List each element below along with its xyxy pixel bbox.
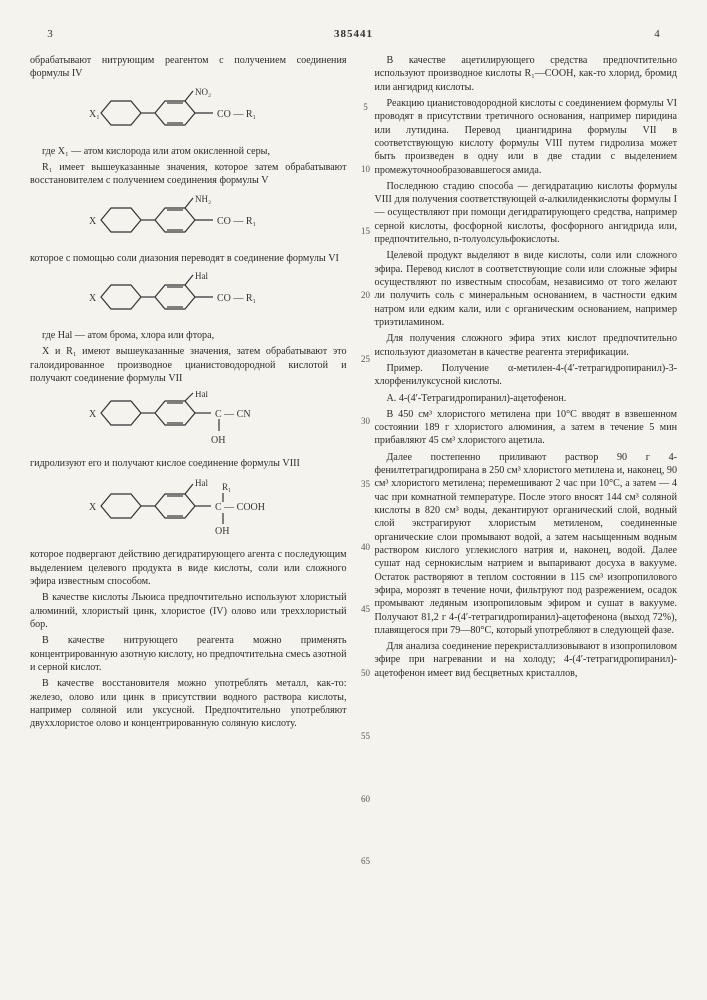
line-number: 20	[359, 290, 373, 302]
line-number: 15	[359, 226, 373, 238]
paragraph: R₁ имеет вышеуказанные значения, которое…	[30, 161, 347, 188]
svg-text:X: X	[89, 409, 97, 420]
line-number: 60	[359, 794, 373, 806]
line-number: 35	[359, 479, 373, 491]
svg-text:CO — R₁: CO — R₁	[217, 216, 256, 227]
chemical-structure-viii: X Hal R₁ C — COOH OH	[30, 476, 347, 542]
line-number: 50	[359, 668, 373, 680]
paragraph: В 450 см³ хлористого метилена при 10°C в…	[375, 408, 678, 448]
left-column: обрабатывают нитрующим реагентом с получ…	[30, 54, 347, 734]
paragraph: где Hal — атом брома, хлора или фтора,	[30, 329, 347, 342]
paragraph: Целевой продукт выделяют в виде кислоты,…	[375, 249, 678, 329]
svg-text:R₁: R₁	[222, 482, 231, 492]
line-number: 30	[359, 416, 373, 428]
svg-text:CO — R₁: CO — R₁	[217, 109, 256, 120]
svg-text:CO — R₁: CO — R₁	[217, 293, 256, 304]
paragraph: В качестве восстановителя можно употребл…	[30, 677, 347, 730]
line-number: 45	[359, 604, 373, 616]
right-column: 5 10 15 20 25 30 35 40 45 50 55 60 65 В …	[361, 54, 678, 734]
chemical-structure-iv: X₁ NO₂ CO — R₁	[30, 87, 347, 139]
paragraph: Пример. Получение α-метилен-4-(4′-тетраг…	[375, 362, 678, 389]
svg-text:X: X	[89, 502, 97, 513]
chemical-structure-vii: X Hal C — CN OH	[30, 391, 347, 451]
paragraph: В качестве нитрующего реагента можно при…	[30, 634, 347, 674]
page-header: 3 385441 4	[30, 28, 677, 40]
svg-text:C — CN: C — CN	[215, 409, 251, 420]
svg-text:X₁: X₁	[89, 109, 100, 120]
line-number: 25	[359, 354, 373, 366]
chemical-structure-v: X NH₂ CO — R₁	[30, 194, 347, 246]
svg-text:OH: OH	[215, 526, 229, 537]
paragraph: В качестве кислоты Льюиса предпочтительн…	[30, 591, 347, 631]
paragraph: которое подвергают действию дегидратирую…	[30, 548, 347, 588]
svg-text:NH₂: NH₂	[195, 194, 211, 204]
paragraph: А. 4-(4′-Тетрагидропиранил)-ацетофенон.	[375, 392, 678, 405]
text-columns: обрабатывают нитрующим реагентом с получ…	[30, 54, 677, 734]
paragraph: Далее постепенно приливают раствор 90 г …	[375, 451, 678, 637]
svg-text:NO₂: NO₂	[195, 87, 211, 97]
paragraph: Последнюю стадию способа — дегидратацию …	[375, 180, 678, 247]
paragraph: Реакцию цианистоводородной кислоты с сое…	[375, 97, 678, 177]
svg-text:Hal: Hal	[195, 478, 208, 488]
paragraph: Для анализа соединение перекристаллизовы…	[375, 640, 678, 680]
paragraph: обрабатывают нитрующим реагентом с получ…	[30, 54, 347, 81]
svg-text:Hal: Hal	[195, 271, 208, 281]
document-number: 385441	[70, 28, 637, 40]
paragraph: которое с помощью соли диазония переводя…	[30, 252, 347, 265]
svg-text:X: X	[89, 293, 97, 304]
document-page: 3 385441 4 обрабатывают нитрующим реаген…	[0, 0, 707, 1000]
line-number: 10	[359, 164, 373, 176]
paragraph: В качестве ацетилирующего средства предп…	[375, 54, 678, 94]
line-number: 40	[359, 542, 373, 554]
paragraph: X и R₁ имеют вышеуказанные значения, зат…	[30, 345, 347, 385]
line-number: 55	[359, 731, 373, 743]
page-number-right: 4	[637, 28, 677, 40]
svg-text:Hal: Hal	[195, 391, 208, 399]
chemical-structure-vi: X Hal CO — R₁	[30, 271, 347, 323]
page-number-left: 3	[30, 28, 70, 40]
paragraph: где X₁ — атом кислорода или атом окислен…	[30, 145, 347, 158]
paragraph: Для получения сложного эфира этих кислот…	[375, 332, 678, 359]
svg-text:OH: OH	[211, 435, 225, 446]
svg-text:X: X	[89, 216, 97, 227]
paragraph: гидролизуют его и получают кислое соедин…	[30, 457, 347, 470]
line-number: 65	[359, 856, 373, 868]
line-number: 5	[359, 102, 373, 114]
svg-text:C — COOH: C — COOH	[215, 502, 265, 513]
